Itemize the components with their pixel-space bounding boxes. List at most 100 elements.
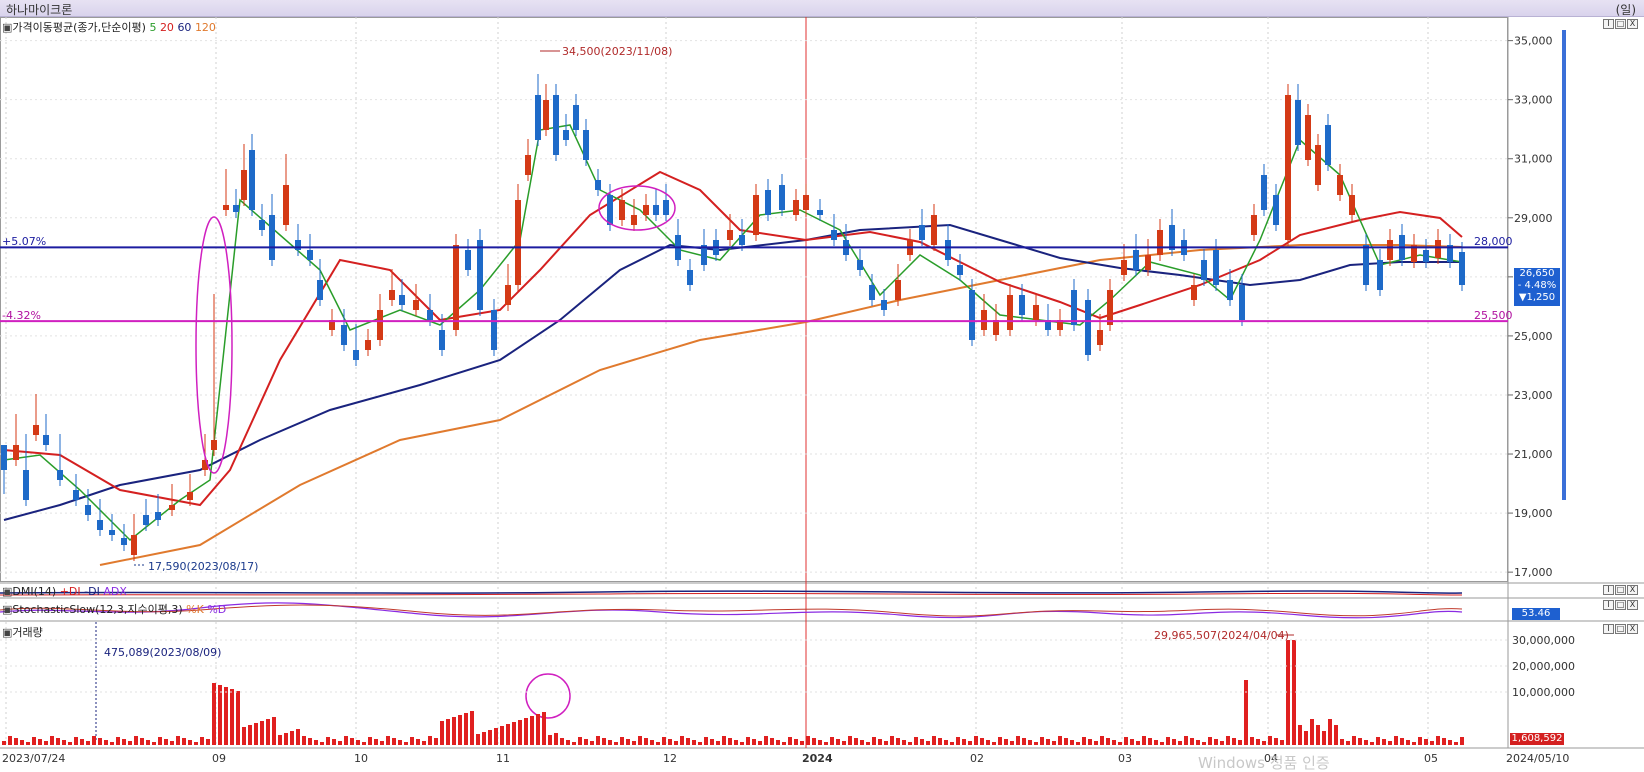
volume-bar	[776, 740, 780, 745]
stochastic-d-line	[0, 602, 1463, 619]
volume-bar	[236, 691, 240, 745]
volume-bar	[584, 739, 588, 745]
volume-bar	[86, 741, 90, 745]
volume-bar	[878, 739, 882, 745]
panel-maximize-button[interactable]: □	[1615, 600, 1626, 610]
candle-body	[1337, 175, 1343, 195]
period-unit-label[interactable]: (일)	[1615, 3, 1636, 17]
volume-bar	[716, 741, 720, 745]
volume-bar	[1202, 742, 1206, 745]
candle-body	[1057, 320, 1063, 330]
panel-minimize-button[interactable]: I	[1603, 585, 1614, 595]
dmi-indicator-title[interactable]: ▣DMI(14) +DI -DI ADX	[2, 585, 127, 598]
volume-tick-label: 30,000,000	[1512, 634, 1575, 647]
candle-body	[155, 512, 161, 520]
volume-bar	[482, 732, 486, 745]
volume-bar	[998, 737, 1002, 745]
volume-indicator-title[interactable]: ▣거래량	[2, 626, 43, 639]
candle-body	[1387, 240, 1393, 260]
volume-bar	[1136, 741, 1140, 745]
volume-bar	[308, 738, 312, 745]
x-axis-label: 2024/05/10	[1506, 752, 1569, 765]
panel-minimize-button[interactable]: I	[1603, 600, 1614, 610]
candle-body	[525, 155, 531, 175]
x-axis-label: 10	[354, 752, 368, 765]
panel-maximize-button[interactable]: □	[1615, 19, 1626, 29]
volume-bar	[986, 740, 990, 745]
candle-body	[223, 205, 229, 210]
volume-bar	[962, 739, 966, 745]
ma20-line	[3, 170, 1463, 507]
volume-bar	[542, 712, 546, 745]
candle-body	[377, 310, 383, 340]
volume-bar	[1232, 738, 1236, 745]
panel-minimize-button[interactable]: I	[1603, 624, 1614, 634]
volume-bar	[44, 741, 48, 745]
candle-body	[121, 538, 127, 545]
price-tick-label: 29,000	[1514, 212, 1553, 225]
candle-body	[969, 290, 975, 340]
volume-bar	[1340, 739, 1344, 745]
volume-bar	[908, 742, 912, 745]
volume-bar	[170, 741, 174, 745]
candle-body	[187, 492, 193, 500]
volume-bar	[434, 738, 438, 745]
panel-close-button[interactable]: X	[1627, 624, 1638, 634]
volume-bar	[296, 729, 300, 745]
volume-bar	[8, 736, 12, 745]
volume-bar	[122, 739, 126, 745]
volume-bar	[536, 714, 540, 745]
volume-bar	[50, 736, 54, 745]
candle-body	[1261, 175, 1267, 210]
volume-bar	[110, 742, 114, 745]
volume-bar	[1016, 736, 1020, 745]
volume-bar	[662, 737, 666, 745]
volume-bar	[932, 736, 936, 745]
panel-close-button[interactable]: X	[1627, 19, 1638, 29]
volume-bar	[1400, 738, 1404, 745]
candle-body	[831, 230, 837, 240]
volume-bar	[320, 742, 324, 745]
panel-close-button[interactable]: X	[1627, 585, 1638, 595]
volume-value-box: 1,608,592	[1510, 733, 1564, 745]
price-indicator-title[interactable]: ▣가격이동평균(종가,단순이평) 5 20 60 120	[2, 21, 216, 34]
lower-hline-pct-label: -4.32%	[2, 309, 41, 322]
candle-body	[233, 205, 239, 212]
volume-bar	[152, 742, 156, 745]
stochastic-title: StochasticSlow(12,3,지수이평,3)	[12, 603, 183, 616]
x-axis-label: 11	[496, 752, 510, 765]
highlight-ellipse	[195, 216, 233, 474]
volume-bar	[914, 737, 918, 745]
volume-bar	[476, 734, 480, 745]
volume-bar	[188, 740, 192, 745]
volume-bar	[734, 740, 738, 745]
volume-bar	[182, 738, 186, 745]
volume-bar	[20, 740, 24, 745]
candle-body	[765, 190, 771, 215]
volume-bar	[866, 742, 870, 745]
volume-bar	[302, 736, 306, 745]
volume-bar	[374, 739, 378, 745]
volume-bar	[1436, 736, 1440, 745]
volume-bar	[1382, 739, 1386, 745]
dmi-panel-controls: I □ X	[1603, 585, 1638, 595]
panel-close-button[interactable]: X	[1627, 600, 1638, 610]
volume-bar	[1052, 741, 1056, 745]
volume-bar	[1214, 739, 1218, 745]
volume-bar	[1004, 739, 1008, 745]
panel-maximize-button[interactable]: □	[1615, 585, 1626, 595]
candle-body	[957, 265, 963, 275]
candle-body	[399, 295, 405, 305]
stochastic-indicator-title[interactable]: ▣StochasticSlow(12,3,지수이평,3) %K %D	[2, 603, 227, 616]
panel-maximize-button[interactable]: □	[1615, 624, 1626, 634]
stochastic-panel-controls: I □ X	[1603, 600, 1638, 610]
volume-bar	[812, 738, 816, 745]
candle-body	[465, 250, 471, 270]
candle-body	[869, 285, 875, 300]
panel-minimize-button[interactable]: I	[1603, 19, 1614, 29]
candle-body	[1201, 260, 1207, 280]
stochastic-d-legend: %D	[207, 603, 227, 616]
volume-bar	[1322, 731, 1326, 745]
